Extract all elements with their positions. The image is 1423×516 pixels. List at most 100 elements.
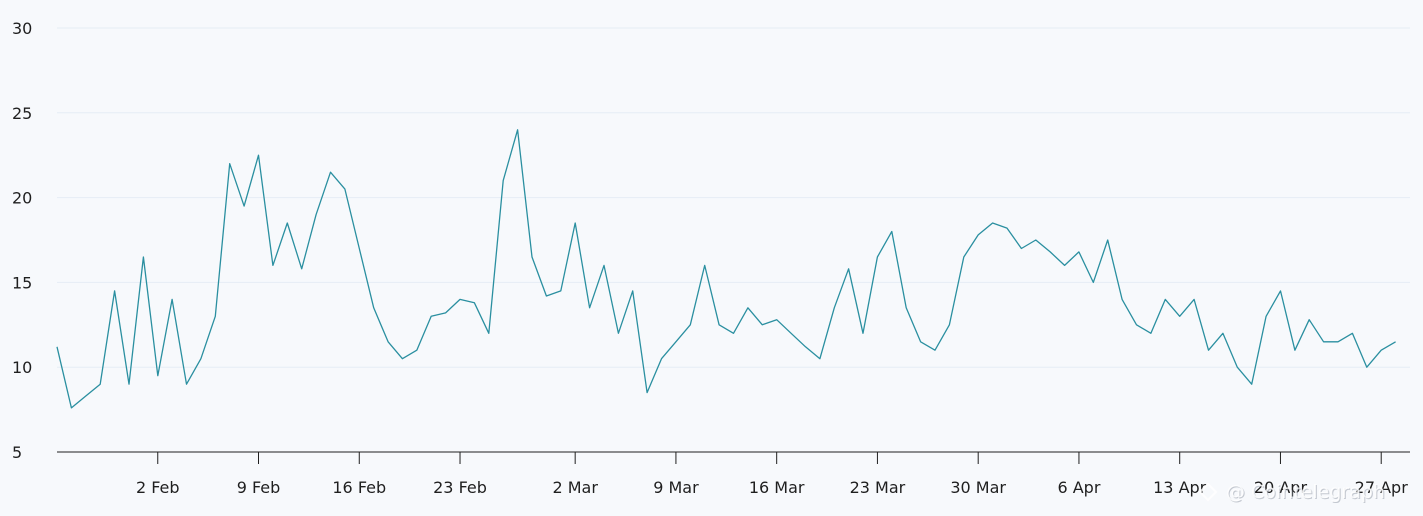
data-point xyxy=(1380,349,1382,351)
data-point xyxy=(473,302,475,304)
data-point xyxy=(819,358,821,360)
data-point xyxy=(459,298,461,300)
data-point xyxy=(847,268,849,270)
data-point xyxy=(142,256,144,258)
y-tick-label: 5 xyxy=(12,443,22,462)
x-tick-label: 9 Mar xyxy=(653,478,699,497)
data-point xyxy=(876,256,878,258)
data-point xyxy=(344,188,346,190)
cointelegraph-logo-icon xyxy=(1198,482,1218,502)
data-point xyxy=(776,319,778,321)
data-point xyxy=(1236,366,1238,368)
data-point xyxy=(991,222,993,224)
data-point xyxy=(1279,290,1281,292)
data-point xyxy=(200,358,202,360)
x-tick-label: 9 Feb xyxy=(237,478,281,497)
data-point xyxy=(1179,315,1181,317)
data-point xyxy=(488,332,490,334)
data-point xyxy=(689,324,691,326)
data-point xyxy=(329,171,331,173)
data-point xyxy=(790,332,792,334)
data-point xyxy=(1135,324,1137,326)
data-point xyxy=(1164,298,1166,300)
data-point xyxy=(934,349,936,351)
data-point xyxy=(70,407,72,409)
data-point xyxy=(531,256,533,258)
data-point xyxy=(1020,247,1022,249)
data-point xyxy=(761,324,763,326)
data-point xyxy=(560,290,562,292)
data-point xyxy=(416,349,418,351)
data-point xyxy=(229,163,231,165)
data-point xyxy=(128,383,130,385)
data-point xyxy=(1049,251,1051,253)
data-point xyxy=(315,213,317,215)
data-point xyxy=(588,307,590,309)
data-point xyxy=(891,230,893,232)
x-tick-label: 2 Feb xyxy=(136,478,180,497)
data-point xyxy=(660,358,662,360)
x-tick-label: 30 Mar xyxy=(950,478,1006,497)
data-point xyxy=(747,307,749,309)
watermark: @ Cointelegraph @ Cointelegraph xyxy=(1198,481,1386,504)
data-point xyxy=(1035,239,1037,241)
data-point xyxy=(430,315,432,317)
data-point xyxy=(574,222,576,224)
x-tick-label: 6 Apr xyxy=(1057,478,1100,497)
data-point xyxy=(919,341,921,343)
series-line xyxy=(56,129,1396,409)
data-point xyxy=(1222,332,1224,334)
data-point xyxy=(257,154,259,156)
data-point xyxy=(704,264,706,266)
data-point xyxy=(1251,383,1253,385)
x-tick-label: 23 Mar xyxy=(850,478,906,497)
data-point xyxy=(1294,349,1296,351)
data-point xyxy=(1150,332,1152,334)
data-point xyxy=(1265,315,1267,317)
data-point xyxy=(804,346,806,348)
data-point xyxy=(185,383,187,385)
data-point xyxy=(1063,264,1065,266)
data-point xyxy=(1308,319,1310,321)
data-point xyxy=(387,341,389,343)
data-point xyxy=(1092,281,1094,283)
y-tick-label: 15 xyxy=(12,273,32,292)
y-tick-label: 20 xyxy=(12,189,32,208)
data-point xyxy=(286,222,288,224)
x-tick-label: 20 Apr xyxy=(1254,478,1308,497)
data-point xyxy=(301,268,303,270)
data-point xyxy=(272,264,274,266)
series-group xyxy=(56,129,1396,409)
data-point xyxy=(632,290,634,292)
data-point xyxy=(444,312,446,314)
data-point xyxy=(56,346,58,348)
data-point xyxy=(1366,366,1368,368)
data-point xyxy=(243,205,245,207)
data-point xyxy=(85,395,87,397)
data-point xyxy=(963,256,965,258)
data-point xyxy=(373,307,375,309)
y-tick-label: 30 xyxy=(12,19,32,38)
data-point xyxy=(516,129,518,131)
data-point xyxy=(617,332,619,334)
x-tick-label: 23 Feb xyxy=(433,478,487,497)
data-point xyxy=(502,179,504,181)
data-point xyxy=(1078,251,1080,253)
data-point xyxy=(1193,298,1195,300)
data-point xyxy=(646,391,648,393)
data-point xyxy=(171,298,173,300)
data-point xyxy=(977,234,979,236)
data-point xyxy=(1107,239,1109,241)
x-tick-label: 2 Mar xyxy=(552,478,598,497)
data-point xyxy=(1121,298,1123,300)
data-point xyxy=(833,307,835,309)
data-point xyxy=(948,324,950,326)
data-point xyxy=(214,315,216,317)
data-point xyxy=(905,307,907,309)
data-point xyxy=(675,341,677,343)
watermark-text-shadow: @ Cointelegraph xyxy=(1227,482,1386,504)
data-point xyxy=(732,332,734,334)
grid-lines xyxy=(57,27,1410,368)
